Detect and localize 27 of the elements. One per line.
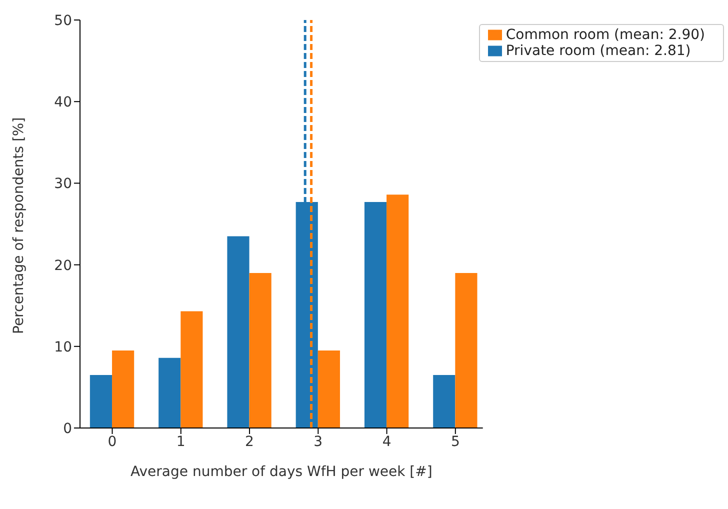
y-tick-label: 50 — [54, 12, 72, 29]
y-tick-label: 40 — [54, 94, 72, 111]
bar — [318, 350, 340, 428]
x-tick-label: 5 — [450, 434, 460, 450]
bar — [112, 350, 134, 428]
bar — [364, 202, 387, 428]
x-tick-label: 2 — [245, 434, 254, 450]
x-tick-label: 3 — [314, 434, 323, 450]
bar — [386, 194, 409, 428]
legend-label: Private room (mean: 2.81) — [506, 43, 691, 59]
x-axis-title: Average number of days WfH per week [#] — [130, 464, 432, 480]
y-tick-label: 20 — [54, 258, 72, 274]
y-axis-title: Percentage of respondents [%] — [10, 117, 27, 334]
bar — [90, 374, 112, 428]
y-tick-label: 10 — [54, 339, 72, 356]
legend-label: Common room (mean: 2.90) — [506, 27, 705, 43]
bar — [180, 311, 203, 428]
y-tick-label: 0 — [63, 420, 72, 437]
bar — [249, 272, 272, 428]
x-tick-label: 0 — [108, 434, 117, 450]
bar — [158, 358, 181, 428]
y-tick-label: 30 — [54, 176, 72, 192]
bar — [455, 272, 478, 428]
x-tick-label: 4 — [382, 434, 392, 450]
x-tick-label: 1 — [176, 434, 186, 450]
bar — [433, 374, 456, 428]
bar — [227, 236, 250, 428]
